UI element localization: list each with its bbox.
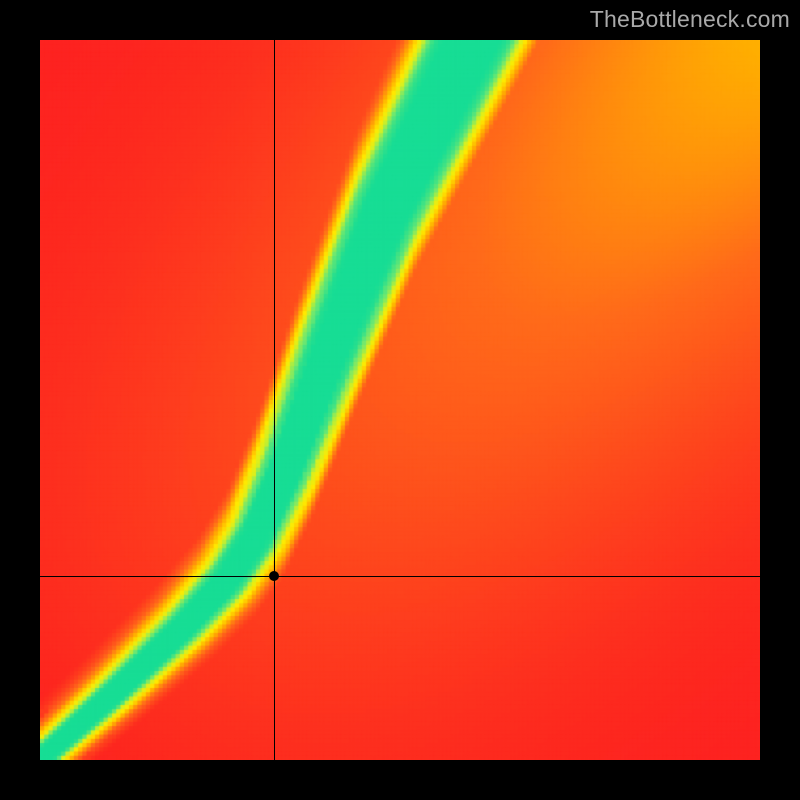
chart-plot-area	[40, 40, 760, 760]
crosshair-horizontal	[40, 576, 760, 577]
heatmap-canvas	[40, 40, 760, 760]
crosshair-point	[269, 571, 279, 581]
crosshair-vertical	[274, 40, 275, 760]
watermark-text: TheBottleneck.com	[590, 6, 790, 33]
